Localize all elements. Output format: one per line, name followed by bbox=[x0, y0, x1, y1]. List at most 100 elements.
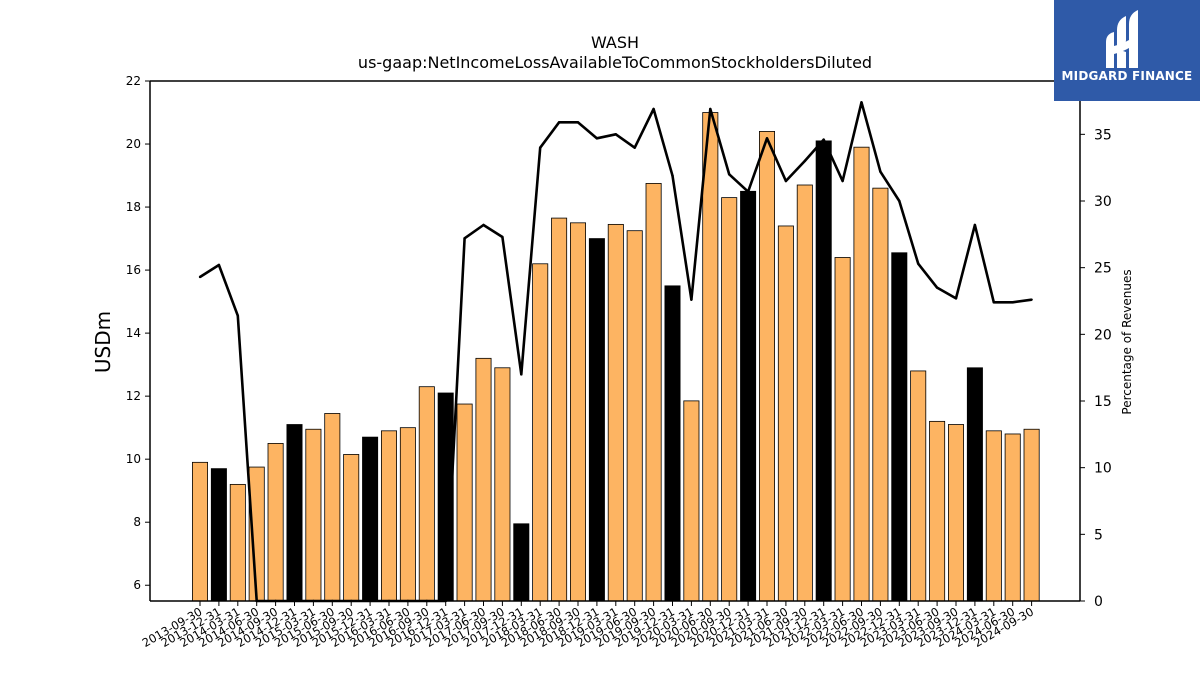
bar-2017-09-30 bbox=[494, 367, 511, 602]
bar-2024-03-31 bbox=[985, 430, 1002, 602]
bar-2020-12-31 bbox=[740, 190, 757, 602]
bar-2018-06-30 bbox=[551, 217, 568, 602]
bar-2022-06-30 bbox=[853, 146, 870, 602]
bar-2015-12-31 bbox=[362, 436, 379, 602]
line-point-2022-06-30 bbox=[860, 101, 863, 104]
line-point-2022-12-31 bbox=[898, 199, 901, 203]
line-point-2024-03-31 bbox=[992, 301, 995, 304]
chart-subtitle: us-gaap:NetIncomeLossAvailableToCommonSt… bbox=[358, 53, 872, 72]
y-tick-label: 16 bbox=[126, 263, 141, 277]
bar-2022-09-30 bbox=[872, 187, 889, 602]
bar-2023-12-31 bbox=[966, 367, 983, 602]
bar-2017-03-31 bbox=[456, 403, 473, 602]
bar-2021-12-31 bbox=[815, 140, 832, 602]
y-tick-label: 22 bbox=[126, 74, 141, 88]
line-point-2023-03-31 bbox=[917, 262, 920, 265]
bar-2018-03-31 bbox=[532, 263, 549, 602]
y-right-tick-label: 25 bbox=[1094, 261, 1112, 277]
line-point-2019-12-31 bbox=[671, 174, 674, 177]
y-right-tick-label: 15 bbox=[1094, 394, 1112, 410]
y-tick-label: 12 bbox=[126, 389, 141, 403]
bar-2017-12-31 bbox=[513, 523, 530, 602]
line-point-2017-06-30 bbox=[482, 223, 485, 227]
brand-logo: MIDGARD FINANCE bbox=[1054, 0, 1200, 101]
line-point-2018-03-31 bbox=[539, 146, 542, 149]
bar-2021-06-30 bbox=[777, 225, 794, 602]
bar-2020-06-30 bbox=[702, 112, 719, 602]
line-point-2023-06-30 bbox=[935, 286, 939, 289]
bar-2015-03-31 bbox=[305, 428, 322, 602]
bar-2013-09-30 bbox=[191, 461, 208, 602]
y-right-tick-label: 5 bbox=[1094, 527, 1103, 543]
y-axis-right-label: Percentage of Revenues bbox=[1120, 269, 1134, 414]
line-point-2024-06-30 bbox=[1011, 301, 1014, 304]
bar-2017-06-30 bbox=[475, 357, 492, 602]
line-point-2017-12-31 bbox=[520, 373, 523, 376]
y-tick-label: 6 bbox=[133, 578, 141, 592]
bar-2019-09-30 bbox=[645, 183, 662, 602]
y-right-tick-label: 10 bbox=[1094, 461, 1112, 477]
line-point-2020-06-30 bbox=[709, 107, 712, 111]
y-right-tick-label: 35 bbox=[1094, 127, 1112, 143]
bar-2014-09-30 bbox=[267, 443, 284, 602]
bar-2018-12-31 bbox=[588, 238, 605, 602]
y-right-tick-label: 0 bbox=[1094, 594, 1103, 610]
bar-2022-03-31 bbox=[834, 257, 851, 602]
bar-2016-03-31 bbox=[380, 430, 397, 602]
line-point-2022-09-30 bbox=[879, 170, 882, 173]
bar-2022-12-31 bbox=[891, 252, 908, 602]
bar-2018-09-30 bbox=[570, 222, 587, 602]
line-point-2018-06-30 bbox=[557, 121, 561, 124]
brand-name: MIDGARD FINANCE bbox=[1061, 69, 1193, 83]
line-point-2013-09-30 bbox=[198, 275, 202, 279]
bar-2019-03-31 bbox=[607, 223, 624, 602]
y-tick-label: 14 bbox=[126, 326, 141, 340]
y-right-tick-label: 30 bbox=[1094, 194, 1112, 210]
line-point-2023-12-31 bbox=[973, 223, 977, 227]
y-right-tick-label: 20 bbox=[1094, 327, 1112, 343]
bar-2019-06-30 bbox=[626, 230, 643, 602]
bar-2024-06-30 bbox=[1004, 433, 1021, 602]
bar-2024-09-30 bbox=[1023, 428, 1040, 602]
bar-2013-12-31 bbox=[210, 468, 227, 602]
bar-2015-09-30 bbox=[343, 454, 360, 602]
y-tick-label: 20 bbox=[126, 137, 141, 151]
bar-2014-12-31 bbox=[286, 424, 303, 602]
bar-2023-06-30 bbox=[929, 420, 946, 602]
bar-2021-09-30 bbox=[796, 184, 813, 602]
line-point-2019-03-31 bbox=[614, 133, 617, 136]
y-tick-label: 10 bbox=[126, 452, 141, 466]
line-point-2021-12-31 bbox=[822, 138, 825, 141]
line-point-2018-12-31 bbox=[595, 137, 599, 140]
line-point-2017-09-30 bbox=[501, 235, 504, 239]
chart-title: WASH bbox=[591, 33, 639, 52]
line-point-2014-03-31 bbox=[236, 314, 239, 317]
bar-2023-09-30 bbox=[948, 424, 965, 602]
line-point-2023-09-30 bbox=[954, 297, 958, 300]
line-point-2020-09-30 bbox=[728, 173, 731, 176]
line-point-2019-09-30 bbox=[652, 107, 655, 111]
line-point-2024-09-30 bbox=[1030, 298, 1033, 301]
line-point-2013-12-31 bbox=[217, 263, 221, 267]
line-point-2021-03-31 bbox=[765, 137, 769, 140]
y-axis-label: USDm bbox=[91, 311, 115, 373]
bar-2020-09-30 bbox=[721, 197, 738, 602]
line-point-2020-12-31 bbox=[746, 190, 750, 193]
bar-2016-09-30 bbox=[418, 386, 435, 602]
bar-2020-03-31 bbox=[683, 400, 700, 602]
bar-2015-06-30 bbox=[324, 413, 341, 602]
line-point-2017-03-31 bbox=[463, 237, 466, 240]
bar-2023-03-31 bbox=[910, 370, 927, 602]
line-point-2022-03-31 bbox=[841, 179, 844, 183]
midgard-m-logo-icon bbox=[1106, 10, 1138, 68]
line-point-2021-06-30 bbox=[784, 179, 788, 183]
line-point-2021-09-30 bbox=[803, 159, 806, 163]
axes: 6810121416182022051015202530352013-09-30… bbox=[126, 74, 1112, 650]
bar-2019-12-31 bbox=[664, 285, 681, 602]
y-tick-label: 18 bbox=[126, 200, 141, 214]
bar-2021-03-31 bbox=[759, 131, 776, 602]
line-point-2020-03-31 bbox=[690, 298, 693, 301]
line-point-2018-09-30 bbox=[576, 121, 580, 124]
y-tick-label: 8 bbox=[133, 515, 141, 529]
